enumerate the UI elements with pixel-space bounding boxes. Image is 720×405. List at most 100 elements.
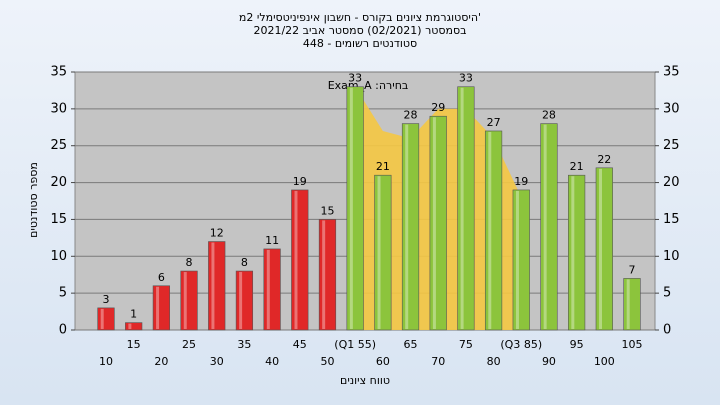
y2-tick-label: 0 [663,323,671,338]
bar [152,285,170,331]
bar [180,270,198,331]
data-label: 6 [158,271,165,284]
x-tick-label: 100 [594,355,615,368]
bar-shine [156,286,160,329]
bar-shine [266,249,270,329]
x-tick-label: 50 [320,355,334,368]
bar-shine [349,87,353,329]
data-label: 28 [542,109,556,122]
y2-tick-label: 5 [663,286,671,301]
data-label: 29 [431,101,445,114]
bar-shine [100,308,104,329]
bar [540,123,558,331]
x-tick-label: 80 [487,355,501,368]
bar [125,322,143,331]
x-tick-label: 40 [265,355,279,368]
bar-shine [571,176,575,329]
bar-shine [294,190,298,329]
bar [457,86,475,331]
bar-shine [488,131,492,329]
bar [568,174,586,331]
y-tick-label: 10 [50,249,67,264]
data-label: 15 [320,204,334,217]
x-tick-label: 105 [622,338,643,351]
y2-tick-label: 30 [663,101,680,116]
y-tick-label: 30 [50,101,67,116]
x-tick-label: 90 [542,355,556,368]
y-axis-title: מספר סטודנטים [27,162,40,238]
y-tick-label: 25 [50,138,67,153]
x-tick-label: 70 [431,355,445,368]
data-label: 11 [265,234,279,247]
bar-shine [515,190,519,329]
bar [484,130,503,331]
bar [595,167,613,331]
data-label: 8 [186,256,193,269]
x-tick-label: 60 [376,355,390,368]
bar [429,115,447,331]
data-label: 3 [103,293,110,306]
data-label: 8 [241,256,248,269]
x-tick-label: 95 [570,338,584,351]
x-tick-label: (Q3 85) [500,338,542,351]
y-tick-label: 35 [50,65,67,80]
bar-shine [599,168,603,329]
y2-tick-label: 25 [663,138,680,153]
y-tick-label: 0 [59,323,67,338]
bar [346,86,364,331]
x-axis-title: טווח ציונים [340,374,390,387]
data-label: 22 [597,153,611,166]
x-tick-label: (Q1 55) [334,338,376,351]
bar-shine [322,220,326,329]
bar [512,189,530,331]
data-label: 1 [130,308,137,321]
bar-shine [460,87,464,329]
data-label: 19 [293,175,307,188]
bar-shine [432,117,436,329]
bar [623,278,641,331]
data-label: 21 [570,160,584,173]
bar [208,241,226,331]
bar [374,174,392,331]
x-tick-label: 45 [293,338,307,351]
x-tick-label: 65 [404,338,418,351]
y-tick-label: 20 [50,175,67,190]
chart-title: 'היסטוגרמת ציונים בקורס - חשבון אינפיניט… [239,11,481,24]
annotation: Exam_A :בחירה [328,79,409,92]
bar [263,248,281,331]
data-label: 28 [404,109,418,122]
x-tick-label: 30 [210,355,224,368]
bar-shine [405,124,409,329]
bar-shine [239,272,243,329]
bar [401,123,420,331]
data-label: 12 [210,227,224,240]
x-tick-label: 15 [127,338,141,351]
y2-tick-label: 35 [663,65,680,80]
bar-shine [377,176,381,329]
y-tick-label: 15 [50,212,67,227]
y2-tick-label: 15 [663,212,680,227]
y2-tick-label: 10 [663,249,680,264]
x-tick-label: 35 [237,338,251,351]
bar-shine [128,323,132,329]
data-label: 33 [459,72,473,85]
x-tick-label: 10 [99,355,113,368]
chart-subtitle: סטודנטים רשומים - 448 [303,37,417,50]
bar [97,307,115,331]
data-label: 21 [376,160,390,173]
bar [235,270,254,331]
data-label: 7 [629,263,636,276]
bar-shine [183,272,187,329]
data-label: 27 [487,116,501,129]
x-tick-label: 20 [154,355,168,368]
chart-subtitle: בסמסטר (02/2021) סמסטר אביב 2021/22 [253,24,466,37]
bar-shine [543,124,547,329]
x-tick-label: 75 [459,338,473,351]
y-tick-label: 5 [59,286,67,301]
bar-shine [626,279,630,329]
bar-shine [211,242,215,329]
bar [318,219,337,331]
x-tick-label: 25 [182,338,196,351]
y2-tick-label: 20 [663,175,680,190]
